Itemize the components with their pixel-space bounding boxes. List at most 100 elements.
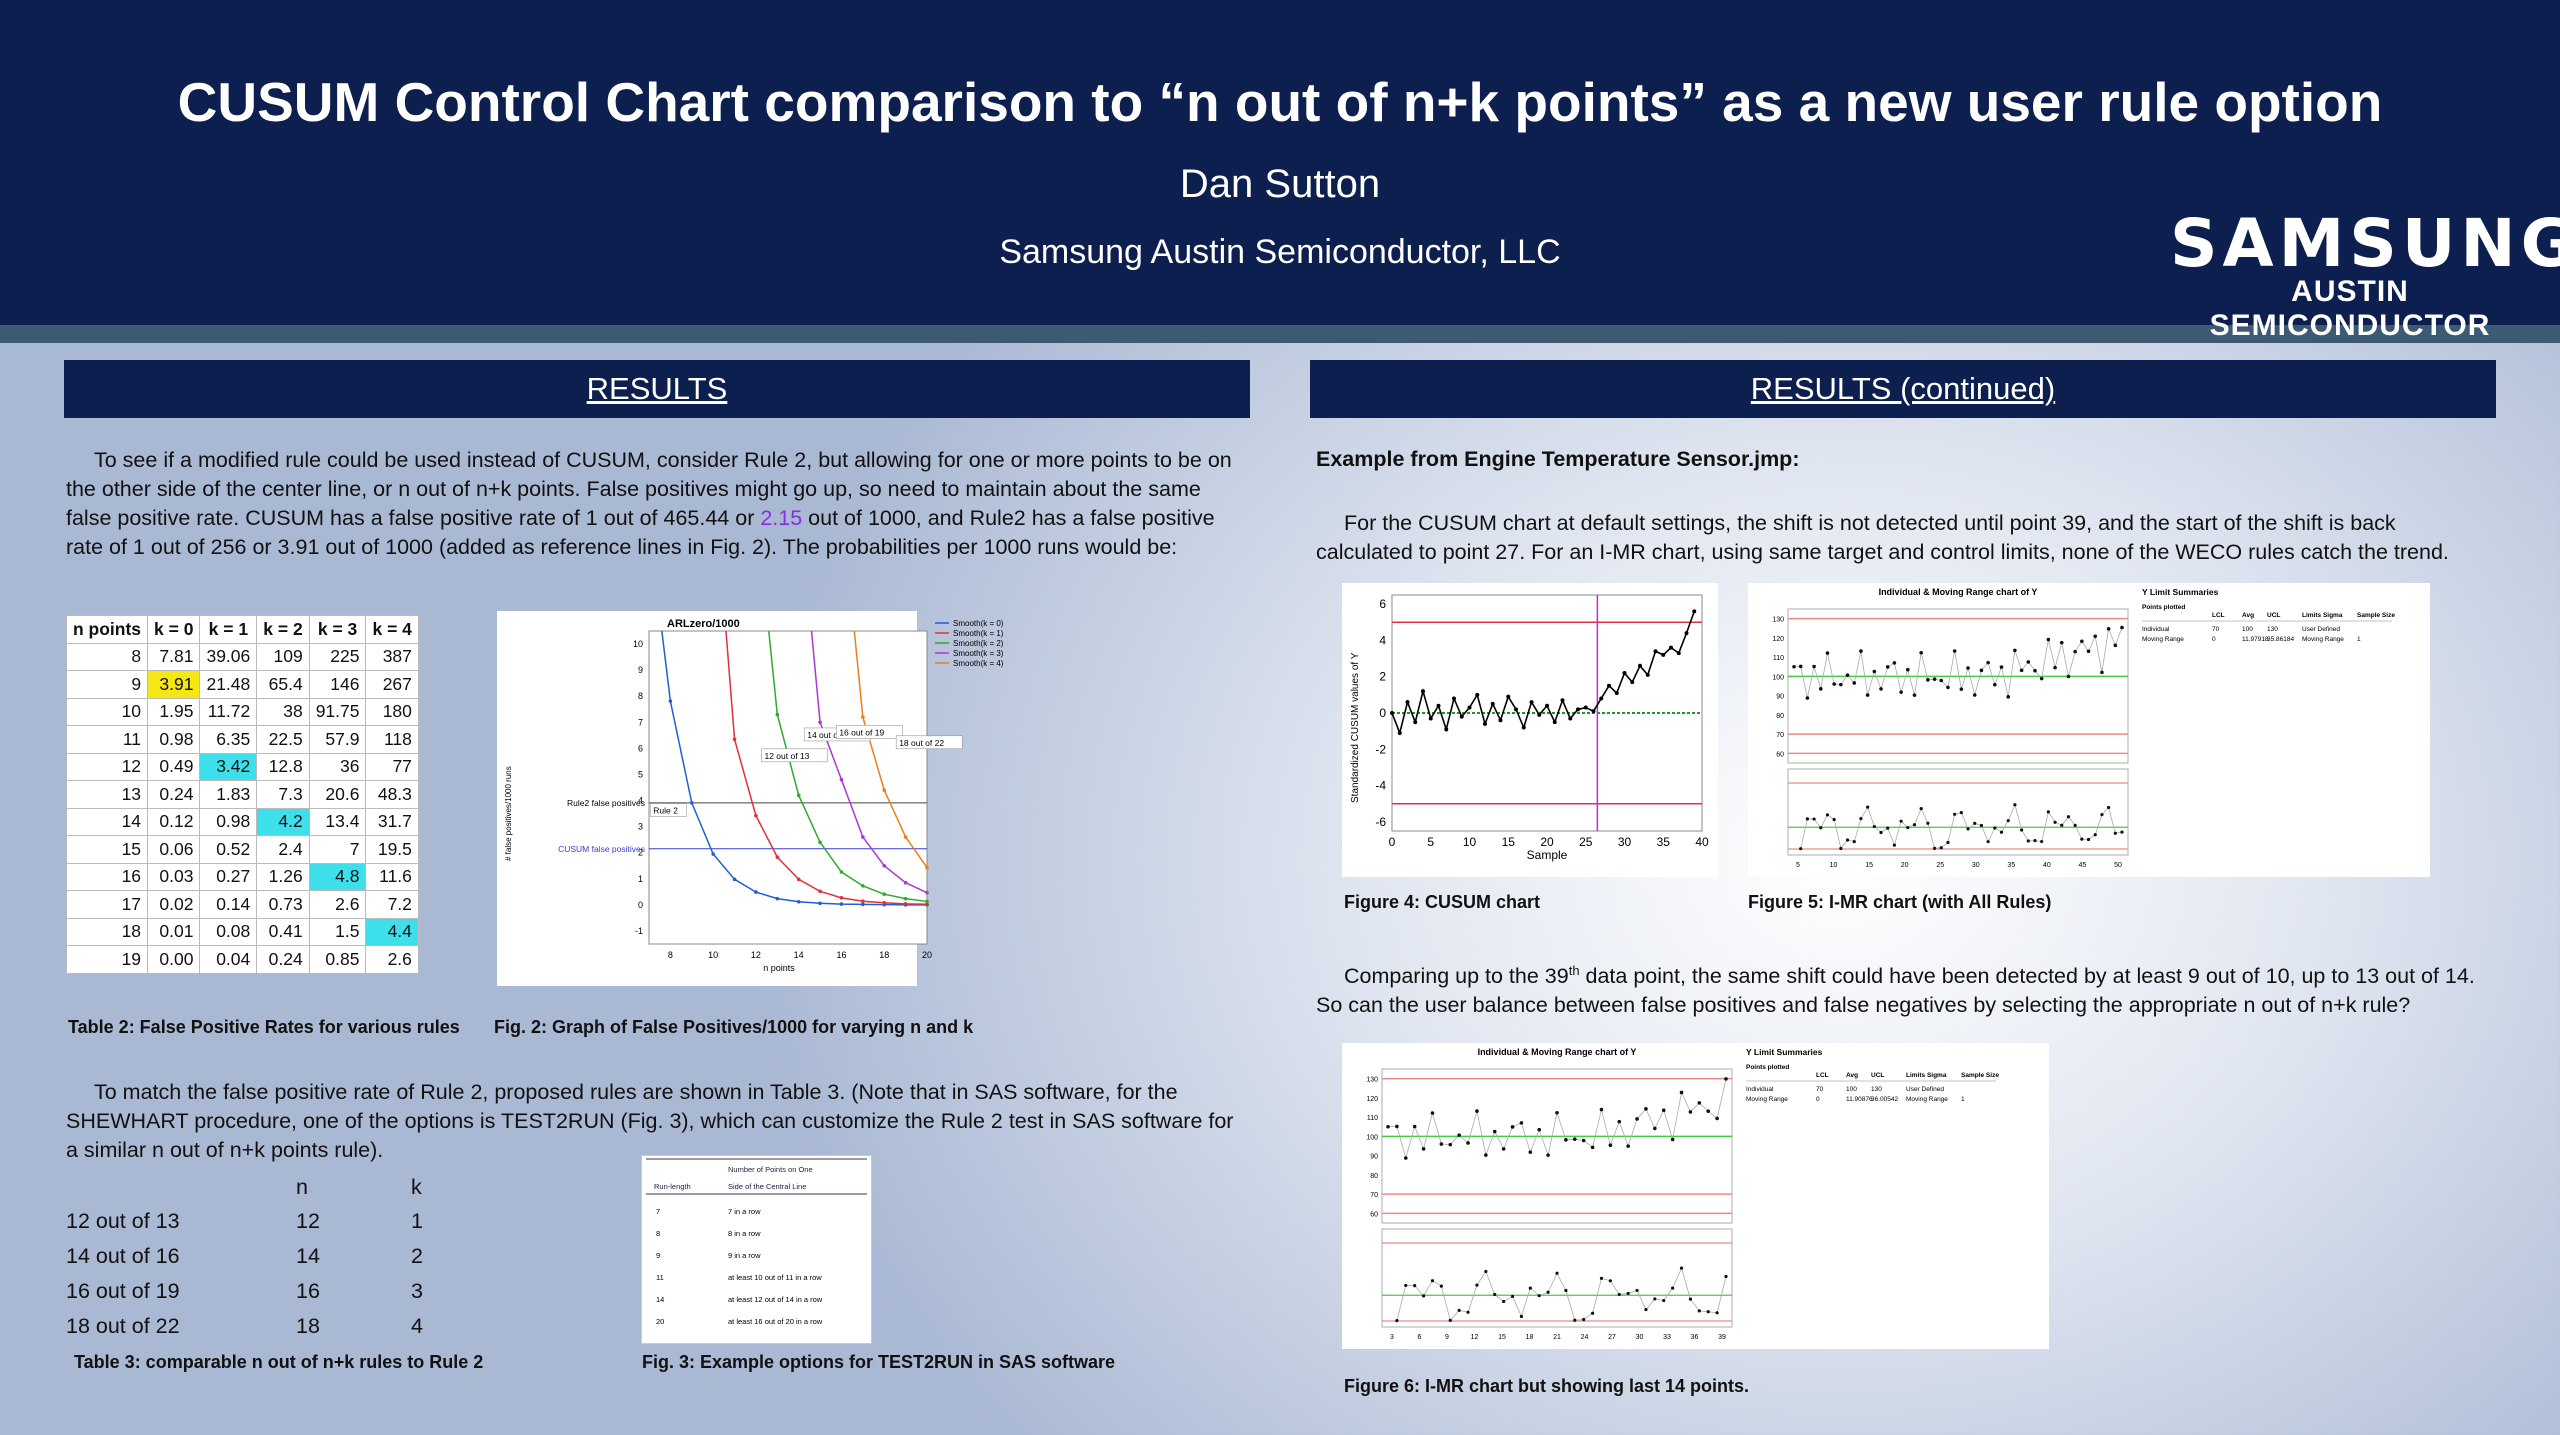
table2-cell: 180 (365, 697, 419, 726)
table2-cell: 4.8 (308, 862, 367, 891)
fig2-ytick: 9 (638, 665, 643, 675)
fig2-point (925, 902, 929, 907)
table3-cell: 4 (411, 1314, 423, 1338)
fig5-xtick: 15 (1865, 862, 1873, 869)
table3-cell: 12 out of 13 (66, 1209, 180, 1233)
fig6-mr-point (1546, 1290, 1550, 1294)
fig3-runlength: 7 (656, 1207, 660, 1216)
fig4-point (1413, 720, 1418, 725)
results-continued-heading: RESULTS (continued) (1310, 360, 2496, 418)
fig5-summary-header: Points plotted (2142, 604, 2185, 611)
fig6-imr-chart: Individual & Moving Range chart of Y1301… (1366, 1047, 1999, 1341)
fig6-ytick: 130 (1366, 1077, 1378, 1084)
fig4-point (1599, 696, 1604, 701)
table2-cell: 2.4 (256, 835, 310, 864)
fig4-point (1583, 705, 1588, 710)
fig6-individual-point (1466, 1141, 1470, 1145)
fig2-point (839, 777, 844, 782)
fig6-mr-point (1466, 1310, 1470, 1314)
fig2-ytick: 0 (638, 900, 643, 910)
fig4-point (1405, 700, 1410, 705)
fig6-individual-point (1510, 1125, 1515, 1129)
fig2-ytick: 1 (638, 874, 643, 884)
fig6-mr-point (1448, 1318, 1452, 1322)
fig2-point (732, 877, 737, 882)
fig5-mr-point (1939, 846, 1943, 850)
fig5-summary-title: Y Limit Summaries (2142, 587, 2219, 597)
fig5-individual-point (1839, 682, 1843, 687)
table2-cell: 0.98 (199, 807, 258, 836)
fig5-mr-point (1892, 843, 1897, 847)
table2-cell: 0.85 (308, 945, 367, 974)
fig5-mr-point (1812, 817, 1816, 821)
fig5-summary-header: Sample Size (2357, 612, 2395, 619)
fig6-mr-point (1395, 1319, 1399, 1323)
table2-cell: 7.81 (147, 642, 201, 671)
fig2-legend-entry: Smooth(k = 1) (953, 629, 1004, 638)
fig5-individual-point (2026, 660, 2031, 664)
fig6-mr-point (1502, 1299, 1506, 1304)
fig5-mr-point (1799, 847, 1803, 851)
table2-cell: 14 (65, 807, 149, 836)
fig6-mr-point (1404, 1283, 1408, 1288)
fig5-individual-point (2106, 627, 2111, 631)
fig5-individual-point (1865, 693, 1870, 697)
table2-row: 15 0.06 0.52 2.4 7 19.5 (65, 835, 419, 864)
results-heading: RESULTS (64, 360, 1250, 418)
fig4-point (1428, 716, 1433, 721)
fig3-points: at least 16 out of 20 in a row (728, 1317, 823, 1326)
fig3-caption: Fig. 3: Example options for TEST2RUN in … (642, 1352, 1116, 1372)
fig5-individual-point (2093, 634, 2098, 639)
fig5-mr-point (2006, 819, 2010, 823)
fig4-cusum-line (1391, 611, 1696, 736)
fig5-summary-cell: User Defined (2302, 626, 2340, 633)
fig6-mr-point (1644, 1307, 1648, 1312)
fig2-point (903, 902, 908, 906)
fig5-individual-point (1872, 669, 1877, 674)
fig6-mr-point (1653, 1297, 1657, 1301)
table2-cell: 2.6 (308, 890, 367, 919)
table2-cell: 4.2 (256, 807, 310, 836)
table3-col-k: k (411, 1175, 422, 1199)
fig5-individual-point (1986, 660, 1990, 665)
table2-cell: 0.08 (199, 917, 258, 946)
table2-cell: 4.4 (365, 917, 419, 946)
table2-cell: 225 (308, 642, 367, 671)
fig2-xtick: 14 (794, 950, 804, 960)
fig4-xtick: 40 (1695, 835, 1709, 849)
fig4-point (1653, 649, 1658, 654)
fig3-runlength: 8 (656, 1229, 660, 1238)
fig6-individual-point (1564, 1138, 1568, 1142)
fig2-point (861, 835, 865, 839)
fig2-xtick: 10 (708, 950, 718, 960)
fig5-individual-point (1946, 685, 1950, 690)
fig6-ytick: 60 (1370, 1211, 1378, 1218)
fig6-xtick: 15 (1498, 1334, 1506, 1341)
fig6-individual-point (1448, 1142, 1453, 1147)
fig5-mr-point (1899, 819, 1903, 823)
fig6-mr-point (1697, 1309, 1701, 1313)
table2-header-cell: k = 2 (256, 615, 310, 644)
fig5-individual-point (2046, 637, 2051, 642)
fig5-individual-point (1852, 681, 1857, 685)
fig5-xtick: 30 (1972, 862, 1980, 869)
results-para2: To match the false positive rate of Rule… (66, 1080, 1234, 1162)
table2-header-cell: k = 4 (365, 615, 419, 644)
fig2-ylabel: # false positives/1000 runs (504, 766, 513, 861)
fig3-runlength: 20 (656, 1317, 664, 1326)
fig2-point (689, 801, 694, 805)
table2-cell: 0.06 (147, 835, 201, 864)
fig6-summary-cell: Moving Range (1906, 1096, 1948, 1103)
fig4-point (1560, 698, 1565, 703)
fig2-ytick: 5 (638, 769, 643, 779)
fig5-individual-point (1792, 664, 1796, 669)
fig2-ytick: 3 (638, 822, 643, 832)
fig5-xtick: 40 (2043, 862, 2051, 869)
fig2-point (818, 901, 822, 906)
table2-cell: 77 (365, 752, 419, 781)
fig5-mr-point (1986, 840, 1990, 844)
fig5-mr-point (1825, 813, 1830, 817)
fig6-individual-point (1537, 1127, 1542, 1132)
fig4-xtick: 35 (1657, 835, 1671, 849)
fig5-ytick: 120 (1772, 636, 1784, 643)
